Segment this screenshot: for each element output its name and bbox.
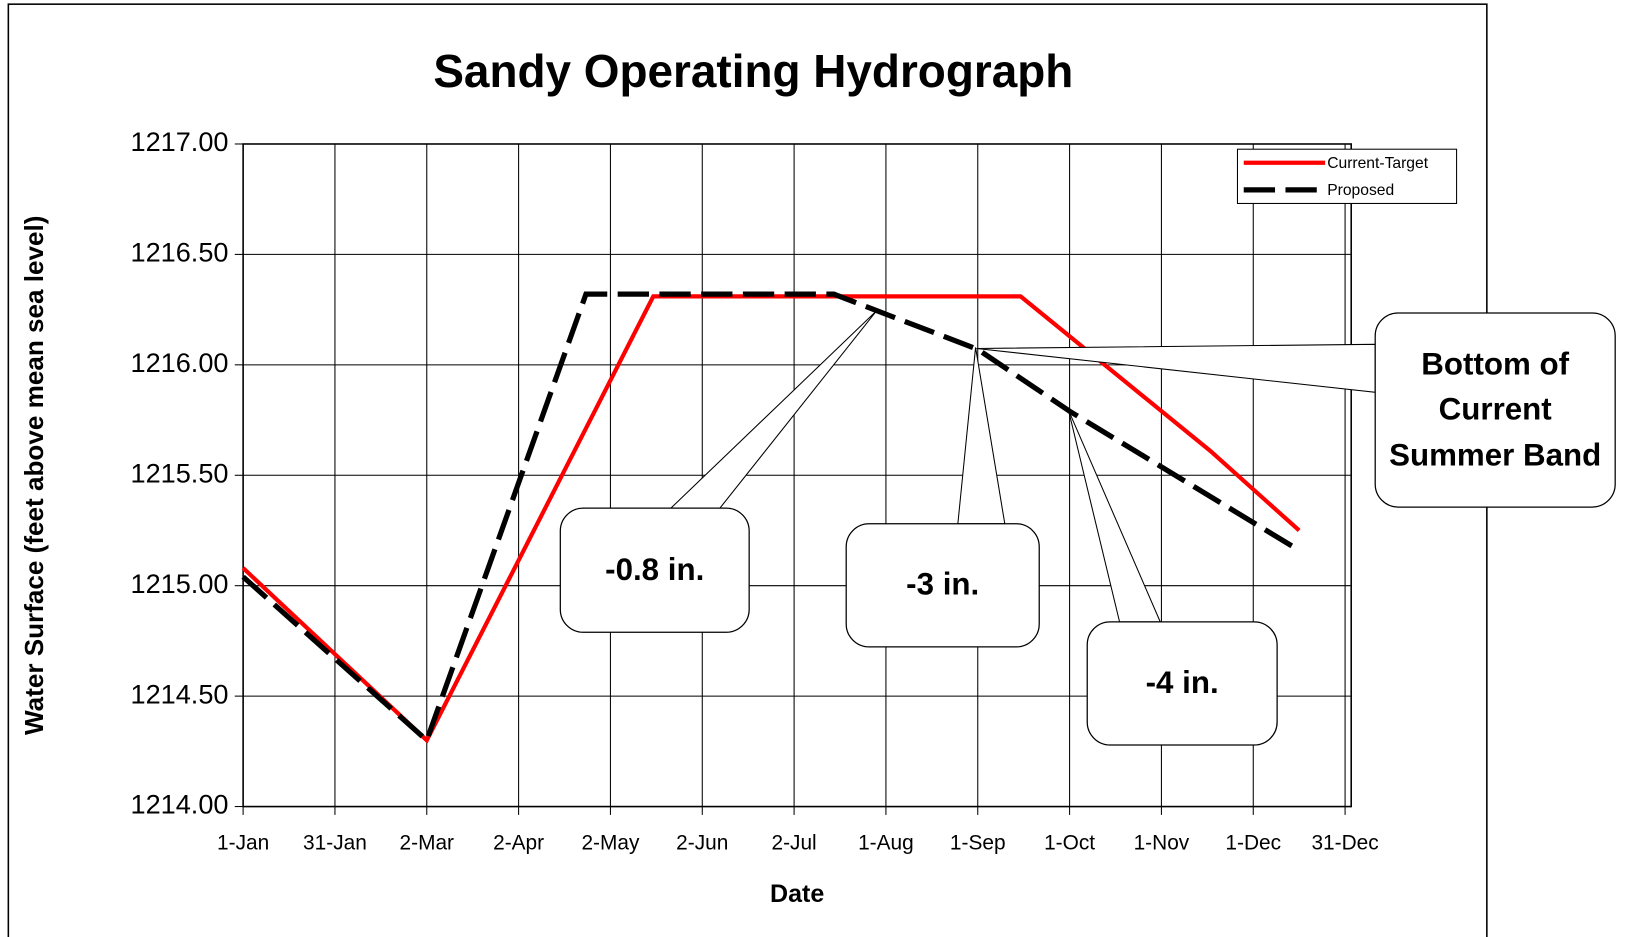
legend-box <box>1236 148 1458 204</box>
callout-text-box: Bottom of Current Summer Band <box>1389 347 1602 473</box>
y-tick-label: 1215.50 <box>131 457 229 488</box>
x-tick-label: 1-Sep <box>950 832 1006 855</box>
y-tick-label: 1217.00 <box>131 126 229 157</box>
callout-box <box>1086 621 1278 746</box>
x-tick-label: 2-Apr <box>493 832 544 855</box>
x-tick-label: 1-Aug <box>858 832 914 855</box>
x-tick-label: 2-Jun <box>676 832 728 855</box>
x-tick-label: 2-May <box>581 832 640 855</box>
y-tick-label: 1216.00 <box>131 347 229 378</box>
y-tick-label: 1214.50 <box>131 678 229 709</box>
legend-label: Current-Target <box>1327 155 1428 172</box>
x-axis-label: Date <box>770 880 824 908</box>
chart-title: Sandy Operating Hydrograph <box>433 45 1073 97</box>
x-tick-label: 1-Jan <box>217 832 269 855</box>
callout-text-box: -4 in. <box>1145 665 1219 701</box>
y-axis-label-box: Water Surface (feet above mean sea level… <box>19 215 50 736</box>
callout-text-box: -0.8 in. <box>605 552 705 588</box>
callout-text-box: -3 in. <box>906 567 980 603</box>
callout-box <box>1374 312 1616 508</box>
y-tick-label: 1216.50 <box>131 237 229 268</box>
x-tick-label: 31-Dec <box>1311 832 1378 855</box>
x-tick-label: 1-Dec <box>1225 832 1281 855</box>
callout-box <box>559 507 750 633</box>
y-tick-label: 1214.00 <box>131 789 229 820</box>
series-line <box>241 291 1301 745</box>
y-tick-label: 1215.00 <box>131 568 229 599</box>
x-tick-label: 2-Mar <box>400 832 455 855</box>
x-tick-label: 31-Jan <box>303 832 367 855</box>
x-tick-label: 1-Nov <box>1134 832 1190 855</box>
legend-label: Proposed <box>1327 182 1394 199</box>
callout-text: -3 in. <box>906 567 980 603</box>
y-axis-label: Water Surface (feet above mean sea level… <box>19 215 50 736</box>
chart-body: Sandy Operating Hydrograph Date 1214.00 1… <box>7 3 1616 937</box>
callout-text: -4 in. <box>1145 665 1219 701</box>
x-tick-label: 2-Jul <box>771 832 816 855</box>
callout-box <box>845 523 1040 648</box>
x-tick-label: 1-Oct <box>1044 832 1095 855</box>
callout-text: -0.8 in. <box>605 552 705 588</box>
callout-text: Bottom of Current Summer Band <box>1389 347 1602 473</box>
plot-area <box>242 143 1352 808</box>
